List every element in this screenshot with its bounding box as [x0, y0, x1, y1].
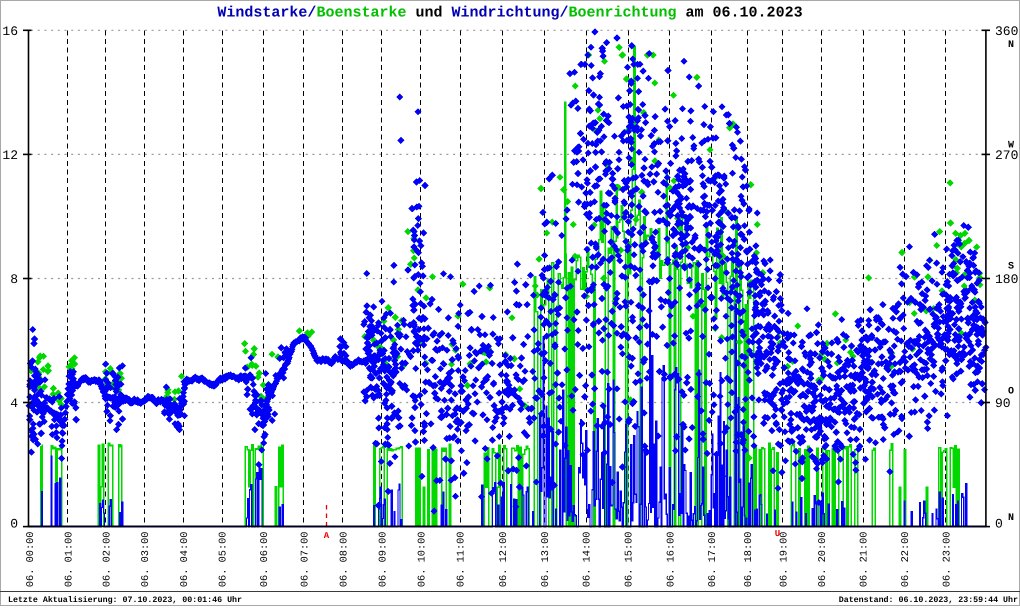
- svg-text:06. 03:00: 06. 03:00: [140, 532, 152, 588]
- svg-text:06. 09:00: 06. 09:00: [377, 532, 389, 588]
- svg-text:16: 16: [2, 24, 18, 39]
- svg-text:06. 08:00: 06. 08:00: [338, 532, 350, 588]
- svg-text:06. 19:00: 06. 19:00: [778, 532, 790, 588]
- svg-text:0: 0: [10, 517, 18, 532]
- svg-text:Datenstand: 06.10.2023, 23:59:: Datenstand: 06.10.2023, 23:59:44 Uhr: [839, 595, 1018, 605]
- svg-text:06. 02:00: 06. 02:00: [101, 532, 113, 588]
- svg-text:06. 22:00: 06. 22:00: [900, 532, 912, 588]
- svg-text:06. 15:00: 06. 15:00: [624, 532, 636, 588]
- svg-text:12: 12: [2, 148, 18, 163]
- svg-text:90: 90: [995, 396, 1011, 411]
- svg-text:06. 10:00: 06. 10:00: [416, 532, 428, 588]
- svg-text:06. 23:00: 06. 23:00: [941, 532, 953, 588]
- svg-text:06. 06:00: 06. 06:00: [259, 532, 271, 588]
- svg-text:06. 05:00: 06. 05:00: [218, 532, 230, 588]
- svg-text:0: 0: [995, 517, 1003, 532]
- svg-text:06. 04:00: 06. 04:00: [179, 532, 191, 588]
- svg-text:270: 270: [995, 148, 1018, 163]
- svg-text:06. 11:00: 06. 11:00: [456, 532, 468, 588]
- svg-text:06. 14:00: 06. 14:00: [582, 532, 594, 588]
- svg-text:06. 12:00: 06. 12:00: [498, 532, 510, 588]
- svg-text:A: A: [324, 531, 330, 541]
- svg-text:W: W: [1008, 141, 1014, 152]
- svg-text:06. 20:00: 06. 20:00: [817, 532, 829, 588]
- svg-text:06. 16:00: 06. 16:00: [665, 532, 677, 588]
- svg-text:N: N: [1008, 513, 1014, 524]
- svg-text:06. 00:00: 06. 00:00: [25, 532, 37, 588]
- svg-text:180: 180: [995, 272, 1018, 287]
- svg-text:N: N: [1008, 40, 1014, 51]
- svg-text:06. 17:00: 06. 17:00: [707, 532, 719, 588]
- svg-text:06. 13:00: 06. 13:00: [540, 532, 552, 588]
- svg-text:U: U: [775, 529, 780, 539]
- svg-text:06. 18:00: 06. 18:00: [743, 532, 755, 588]
- svg-text:06. 01:00: 06. 01:00: [63, 532, 75, 588]
- svg-text:8: 8: [10, 272, 18, 287]
- svg-text:O: O: [1008, 387, 1014, 398]
- svg-text:S: S: [1008, 262, 1014, 273]
- svg-text:06. 21:00: 06. 21:00: [859, 532, 871, 588]
- svg-text:360: 360: [995, 24, 1018, 39]
- svg-text:4: 4: [10, 396, 18, 411]
- svg-text:06. 07:00: 06. 07:00: [299, 532, 311, 588]
- svg-text:Letzte Aktualisierung: 07.10.2: Letzte Aktualisierung: 07.10.2023, 00:01…: [8, 595, 242, 605]
- svg-text:Windstarke/Boenstarke und Wind: Windstarke/Boenstarke und Windrichtung/B…: [217, 5, 802, 22]
